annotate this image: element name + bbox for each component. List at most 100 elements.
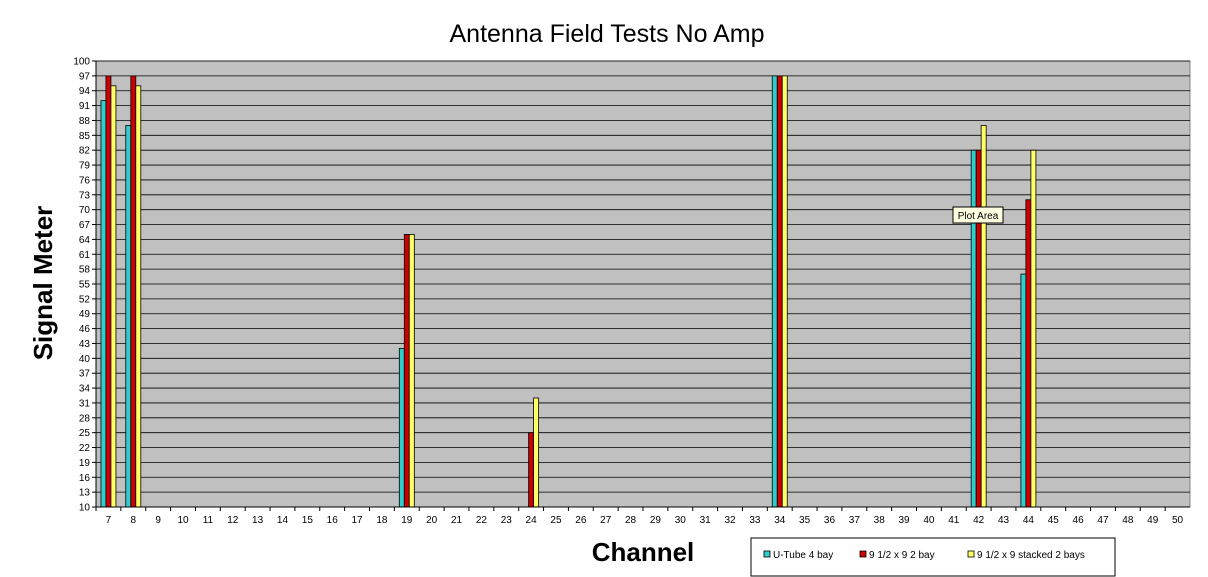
bar bbox=[398, 348, 405, 508]
x-tick-label: 9 bbox=[155, 515, 161, 526]
x-tick-label: 50 bbox=[1172, 515, 1184, 526]
x-tick-label: 30 bbox=[675, 515, 687, 526]
x-tick-label: 46 bbox=[1073, 515, 1085, 526]
x-tick-label: 15 bbox=[302, 515, 314, 526]
y-tick-label: 16 bbox=[79, 473, 91, 484]
y-tick-label: 10 bbox=[79, 503, 91, 514]
y-tick-label: 28 bbox=[79, 413, 91, 424]
bar bbox=[1020, 273, 1027, 508]
y-tick-label: 97 bbox=[79, 71, 91, 82]
bar bbox=[125, 125, 132, 508]
y-tick-label: 70 bbox=[79, 205, 91, 216]
y-tick-label: 79 bbox=[79, 161, 91, 172]
bar bbox=[110, 85, 117, 508]
x-axis-label: Channel bbox=[592, 537, 695, 567]
y-tick-label: 40 bbox=[79, 354, 91, 365]
plot-area-tooltip: Plot Area bbox=[952, 206, 1004, 224]
x-tick-label: 23 bbox=[501, 515, 513, 526]
x-tick-label: 13 bbox=[252, 515, 264, 526]
x-tick-label: 33 bbox=[749, 515, 761, 526]
y-tick-label: 88 bbox=[79, 116, 91, 127]
x-tick-label: 29 bbox=[650, 515, 662, 526]
x-tick-label: 20 bbox=[426, 515, 438, 526]
y-tick-label: 37 bbox=[79, 369, 91, 380]
legend-label: 9 1/2 x 9 2 bay bbox=[869, 550, 935, 561]
x-tick-label: 43 bbox=[998, 515, 1010, 526]
x-tick-label: 44 bbox=[1023, 515, 1035, 526]
y-axis-ticks: 10 13 16 19 22 25 28 31 34 37 40 43 46 49 52 55 58 61 64 67… bbox=[73, 57, 97, 514]
bar bbox=[980, 125, 987, 508]
tooltip-text: Plot Area bbox=[958, 211, 999, 222]
y-tick-label: 64 bbox=[79, 235, 91, 246]
x-tick-label: 11 bbox=[203, 515, 214, 526]
y-tick-label: 46 bbox=[79, 324, 91, 335]
y-tick-label: 43 bbox=[79, 339, 91, 350]
y-tick-label: 25 bbox=[79, 428, 91, 439]
y-tick-label: 91 bbox=[79, 101, 91, 112]
y-tick-label: 61 bbox=[79, 250, 91, 261]
x-tick-label: 24 bbox=[526, 515, 538, 526]
bar bbox=[403, 234, 410, 508]
y-tick-label: 85 bbox=[79, 131, 91, 142]
x-tick-label: 12 bbox=[227, 515, 239, 526]
x-tick-label: 35 bbox=[799, 515, 811, 526]
bar bbox=[970, 149, 977, 508]
bar bbox=[1025, 199, 1032, 508]
x-tick-label: 48 bbox=[1122, 515, 1134, 526]
bar bbox=[771, 75, 778, 508]
y-tick-label: 100 bbox=[73, 57, 90, 68]
bar bbox=[533, 397, 540, 508]
legend-box bbox=[750, 537, 1116, 577]
x-tick-label: 27 bbox=[600, 515, 612, 526]
x-tick-label: 28 bbox=[625, 515, 637, 526]
x-tick-label: 14 bbox=[277, 515, 289, 526]
legend-label: 9 1/2 x 9 stacked 2 bays bbox=[977, 550, 1085, 561]
legend-swatch bbox=[859, 550, 867, 558]
y-tick-label: 22 bbox=[79, 443, 91, 454]
x-tick-label: 38 bbox=[874, 515, 886, 526]
y-tick-label: 67 bbox=[79, 220, 91, 231]
x-tick-label: 19 bbox=[401, 515, 413, 526]
y-tick-label: 49 bbox=[79, 309, 91, 320]
legend-swatch bbox=[763, 550, 771, 558]
bar bbox=[975, 149, 982, 508]
x-tick-label: 47 bbox=[1097, 515, 1109, 526]
chart-title: Antenna Field Tests No Amp bbox=[450, 20, 765, 48]
x-tick-label: 7 bbox=[106, 515, 112, 526]
y-tick-label: 58 bbox=[79, 265, 91, 276]
y-tick-label: 34 bbox=[79, 384, 91, 395]
x-tick-label: 8 bbox=[131, 515, 137, 526]
y-tick-label: 73 bbox=[79, 190, 91, 201]
bar bbox=[408, 234, 415, 508]
y-tick-label: 13 bbox=[79, 488, 91, 499]
x-tick-label: 25 bbox=[550, 515, 562, 526]
legend-label: U-Tube 4 bay bbox=[773, 550, 833, 561]
bar bbox=[781, 75, 788, 508]
x-tick-label: 21 bbox=[451, 515, 463, 526]
x-tick-label: 49 bbox=[1147, 515, 1159, 526]
x-tick-label: 36 bbox=[824, 515, 836, 526]
x-tick-label: 16 bbox=[327, 515, 339, 526]
bar bbox=[105, 75, 112, 508]
x-tick-label: 17 bbox=[352, 515, 364, 526]
y-tick-label: 82 bbox=[79, 146, 91, 157]
tooltip-box bbox=[952, 206, 1004, 224]
x-tick-label: 34 bbox=[774, 515, 786, 526]
x-axis-ticks: 7 8 9 10 11 12 13 14 15 16 17 18 19 20 21 22 23 24 25 26 27 2… bbox=[95, 506, 1190, 526]
x-tick-label: 31 bbox=[700, 515, 712, 526]
x-tick-label: 39 bbox=[899, 515, 911, 526]
y-tick-label: 94 bbox=[79, 86, 91, 97]
x-tick-label: 32 bbox=[724, 515, 736, 526]
legend[interactable]: U-Tube 4 bay 9 1/2 x 9 2 bay 9 1/2 x 9 sta… bbox=[750, 537, 1116, 577]
x-tick-label: 26 bbox=[575, 515, 587, 526]
x-tick-label: 42 bbox=[973, 515, 985, 526]
y-tick-label: 52 bbox=[79, 294, 91, 305]
bar bbox=[776, 75, 783, 508]
x-tick-label: 45 bbox=[1048, 515, 1060, 526]
legend-swatch bbox=[967, 550, 975, 558]
x-tick-label: 41 bbox=[948, 515, 960, 526]
x-tick-label: 18 bbox=[376, 515, 388, 526]
x-tick-label: 40 bbox=[923, 515, 935, 526]
y-axis-label: Signal Meter bbox=[28, 206, 58, 361]
